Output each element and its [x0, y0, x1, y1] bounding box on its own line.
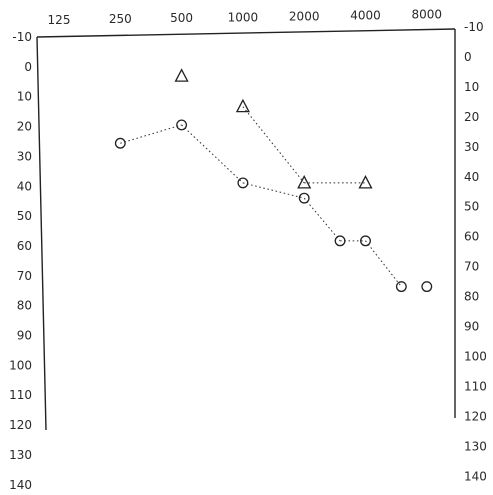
triangle-marker — [358, 174, 373, 189]
y-tick-label-left: 140 — [9, 478, 32, 492]
y-tick-label-right: 130 — [464, 439, 487, 453]
y-tick-label-right: 30 — [464, 140, 479, 154]
series-connector-line — [181, 124, 244, 184]
y-tick-label-right: 20 — [464, 110, 479, 124]
y-tick-label-right: 140 — [464, 469, 487, 483]
y-tick-label-left: 70 — [17, 269, 32, 283]
y-tick-label-left: 130 — [9, 448, 32, 462]
y-tick-label-left: 100 — [9, 358, 32, 372]
y-tick-label-right: 120 — [464, 409, 487, 423]
triangle-marker — [174, 68, 189, 82]
circle-marker — [114, 137, 126, 149]
circle-marker — [360, 235, 371, 247]
series-markers — [114, 68, 433, 293]
y-tick-label-left: 20 — [17, 120, 32, 134]
y-tick-label-right: 50 — [464, 200, 479, 214]
series-connectors — [120, 106, 402, 287]
plot-top-border — [36, 28, 456, 38]
circle-marker — [298, 192, 310, 204]
circle-marker — [237, 177, 249, 189]
y-tick-label-right: 0 — [464, 50, 472, 64]
circle-marker — [176, 119, 188, 131]
y-tick-label-right: 70 — [464, 260, 479, 274]
x-axis-tick-labels: 125 250 500 1000 2000 4000 8000 — [48, 8, 443, 27]
y-tick-label-right: 100 — [464, 349, 487, 363]
y-tick-label-right: 40 — [464, 170, 479, 184]
y-tick-label-right: 80 — [464, 290, 479, 304]
y-tick-label-right: 90 — [464, 320, 479, 334]
y-tick-label-left: 110 — [9, 388, 32, 402]
y-tick-label-left: 30 — [17, 149, 32, 163]
series-connector-line — [242, 106, 305, 184]
y-tick-label-right: 110 — [464, 379, 487, 393]
y-tick-label-left: 120 — [9, 418, 32, 432]
circle-marker — [395, 281, 407, 293]
y-axis-left-tick-labels: -10 0 10 20 30 40 50 60 70 80 90 100 110 120 130 140 — [9, 30, 32, 492]
y-tick-label-right: -10 — [464, 20, 484, 34]
plot-frame — [36, 28, 456, 431]
y-tick-label-left: 0 — [24, 60, 32, 74]
series-connector-line — [242, 182, 305, 199]
circle-marker — [421, 281, 433, 293]
x-tick-label: 125 — [48, 13, 71, 27]
y-tick-label-left: 50 — [17, 209, 32, 223]
triangle-marker — [235, 98, 250, 113]
y-tick-label-left: 60 — [17, 239, 32, 253]
x-tick-label: 2000 — [289, 9, 320, 23]
x-tick-label: 1000 — [228, 10, 259, 24]
circle-marker — [334, 235, 346, 247]
y-axis-right-tick-labels: -10 0 10 20 30 40 50 60 70 80 90 100 110 120 130 140 — [464, 20, 487, 483]
x-tick-label: 250 — [109, 12, 132, 26]
y-tick-label-left: 40 — [17, 179, 32, 193]
x-tick-label: 8000 — [412, 8, 443, 22]
y-tick-label-left: 90 — [17, 329, 32, 343]
y-tick-label-right: 60 — [464, 230, 479, 244]
y-tick-label-left: -10 — [12, 30, 32, 44]
series-connector-line — [365, 240, 402, 287]
x-tick-label: 500 — [170, 11, 193, 25]
y-tick-label-right: 10 — [464, 80, 479, 94]
y-tick-label-left: 80 — [17, 299, 32, 313]
x-tick-label: 4000 — [350, 9, 381, 23]
triangle-marker — [297, 174, 312, 189]
series-connector-line — [303, 197, 341, 242]
plot-left-border — [36, 36, 47, 431]
y-tick-label-left: 10 — [17, 90, 32, 104]
series-connector-line — [120, 124, 182, 144]
